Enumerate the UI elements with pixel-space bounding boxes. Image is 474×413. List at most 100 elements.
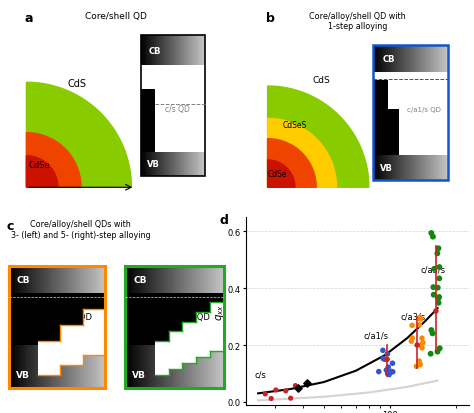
- Bar: [155, 293, 224, 345]
- Bar: [176, 266, 178, 293]
- Bar: [84, 345, 86, 388]
- Bar: [142, 153, 143, 177]
- Bar: [73, 266, 74, 293]
- Text: CB: CB: [17, 276, 30, 285]
- Point: [434, 250, 441, 257]
- Bar: [373, 73, 447, 156]
- Bar: [60, 345, 83, 365]
- Bar: [57, 345, 59, 388]
- Bar: [212, 266, 214, 293]
- Bar: [54, 266, 55, 293]
- Bar: [145, 36, 146, 66]
- Bar: [155, 293, 169, 341]
- Bar: [176, 153, 178, 177]
- Point: [430, 266, 438, 273]
- Bar: [420, 46, 422, 73]
- Bar: [83, 345, 105, 355]
- Bar: [188, 36, 189, 66]
- Point: [383, 356, 391, 363]
- Bar: [185, 36, 187, 66]
- Bar: [65, 345, 67, 388]
- Bar: [384, 156, 386, 180]
- Bar: [445, 156, 446, 180]
- Text: c/a5/s: c/a5/s: [420, 265, 446, 273]
- Bar: [86, 266, 88, 293]
- Bar: [389, 46, 391, 73]
- Bar: [440, 156, 442, 180]
- Bar: [32, 266, 34, 293]
- Text: d: d: [219, 214, 228, 227]
- Bar: [204, 345, 206, 388]
- Bar: [398, 46, 400, 73]
- Text: CB: CB: [133, 276, 146, 285]
- Bar: [434, 46, 436, 73]
- Bar: [190, 345, 192, 388]
- Bar: [192, 153, 193, 177]
- Bar: [90, 345, 92, 388]
- Bar: [202, 153, 203, 177]
- Bar: [427, 156, 428, 180]
- Bar: [9, 266, 105, 388]
- Bar: [198, 345, 200, 388]
- Point: [287, 395, 294, 401]
- Bar: [176, 36, 178, 66]
- Bar: [169, 153, 170, 177]
- Bar: [373, 81, 388, 110]
- Bar: [446, 156, 447, 180]
- Bar: [101, 266, 103, 293]
- Bar: [61, 266, 63, 293]
- Bar: [178, 153, 179, 177]
- Bar: [46, 266, 47, 293]
- Point: [375, 368, 383, 375]
- Bar: [151, 345, 153, 388]
- Bar: [201, 36, 202, 66]
- Bar: [137, 266, 139, 293]
- Point: [389, 360, 396, 367]
- Point: [384, 370, 392, 377]
- Bar: [424, 156, 425, 180]
- Bar: [63, 266, 65, 293]
- Bar: [222, 266, 224, 293]
- Bar: [83, 293, 105, 309]
- Text: CdSeS: CdSeS: [283, 121, 307, 130]
- Bar: [92, 345, 94, 388]
- Bar: [27, 266, 28, 293]
- Bar: [76, 266, 78, 293]
- Bar: [71, 345, 73, 388]
- Bar: [133, 345, 135, 388]
- Bar: [200, 153, 201, 177]
- Text: VB: VB: [380, 163, 393, 172]
- Bar: [164, 345, 166, 388]
- Bar: [139, 266, 141, 293]
- Point: [383, 367, 390, 373]
- Bar: [208, 345, 210, 388]
- Bar: [17, 345, 19, 388]
- Bar: [159, 153, 160, 177]
- Point: [429, 330, 437, 337]
- Bar: [90, 266, 92, 293]
- Bar: [163, 345, 164, 388]
- Bar: [148, 153, 150, 177]
- Bar: [143, 266, 145, 293]
- Bar: [165, 36, 166, 66]
- Point: [416, 314, 424, 321]
- Bar: [178, 36, 179, 66]
- Bar: [398, 156, 400, 180]
- Bar: [186, 266, 188, 293]
- Bar: [179, 36, 180, 66]
- Bar: [179, 153, 180, 177]
- Text: Core/alloy/shell QD with
1-step alloying: Core/alloy/shell QD with 1-step alloying: [309, 12, 406, 31]
- Bar: [420, 156, 422, 180]
- Point: [435, 295, 442, 302]
- Text: CB: CB: [383, 55, 395, 64]
- Bar: [196, 345, 210, 357]
- Point: [416, 322, 423, 328]
- Point: [267, 395, 275, 402]
- Bar: [145, 153, 146, 177]
- Bar: [173, 266, 174, 293]
- Bar: [182, 153, 183, 177]
- Bar: [373, 110, 399, 156]
- Point: [381, 356, 389, 363]
- Bar: [55, 266, 57, 293]
- Bar: [401, 46, 402, 73]
